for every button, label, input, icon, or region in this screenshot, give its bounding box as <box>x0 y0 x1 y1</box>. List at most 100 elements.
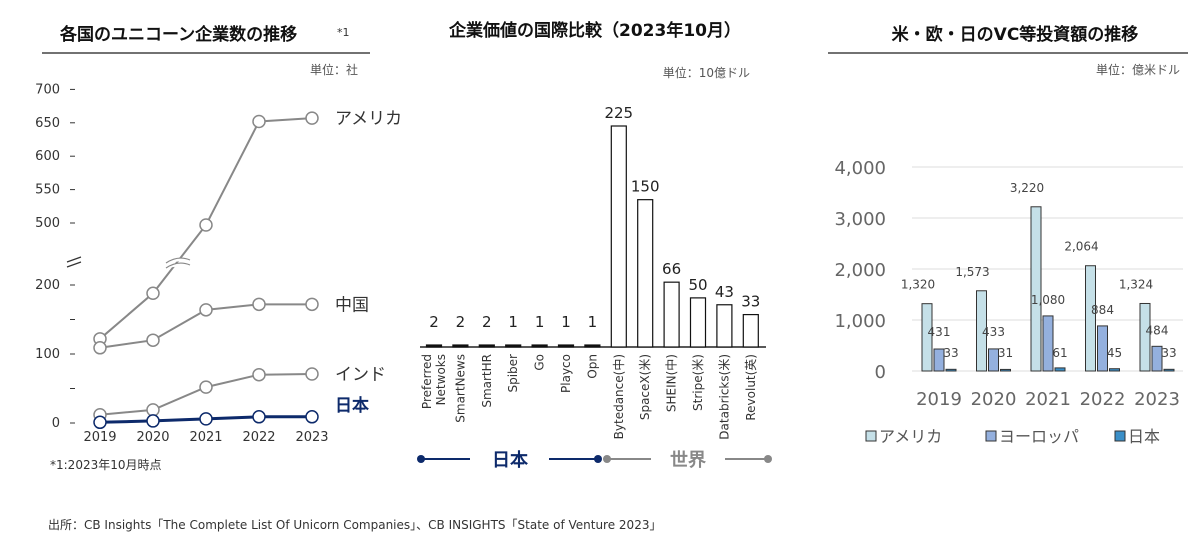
category-label: Playco <box>559 354 573 393</box>
bar-0 <box>1030 206 1042 372</box>
data-label: 884 <box>1091 303 1114 317</box>
data-point <box>146 414 160 428</box>
data-point <box>252 410 266 424</box>
data-label: 150 <box>631 178 660 196</box>
y-tick-label: 4,000 <box>834 158 886 179</box>
x-tick-label: 2021 <box>189 430 222 445</box>
x-tick-label: 2020 <box>136 430 169 445</box>
x-tick-label: 2019 <box>83 430 116 445</box>
data-label: 31 <box>998 346 1013 360</box>
data-point <box>146 333 160 347</box>
data-label: 484 <box>1146 323 1169 337</box>
legend-label: ヨーロッパ <box>999 427 1079 446</box>
category-label: Opn <box>585 354 599 379</box>
data-label: 433 <box>982 325 1005 339</box>
category-label: SmartNews <box>453 354 467 423</box>
line-break-icon <box>165 257 191 269</box>
x-tick-label: 2021 <box>1025 389 1071 410</box>
data-label: 1 <box>561 313 571 331</box>
legend-dot <box>764 455 772 463</box>
category-label: Revolut(英) <box>744 354 758 421</box>
data-label: 2 <box>456 313 466 331</box>
data-point <box>199 412 213 426</box>
bar <box>716 304 733 348</box>
y-tick-label: 650 <box>35 116 60 131</box>
x-tick-label: 2023 <box>1134 389 1180 410</box>
y-tick-label: 600 <box>35 149 60 164</box>
data-label: 2,064 <box>1064 240 1098 254</box>
chart2-title: 企業価値の国際比較（2023年10月） <box>448 20 741 41</box>
bar-2 <box>1054 367 1066 372</box>
legend-swatch <box>1114 430 1126 442</box>
bar <box>637 199 654 348</box>
y-tick-label: 550 <box>35 183 60 198</box>
legend-dot <box>417 455 425 463</box>
chart1-footnote: *1:2023年10月時点 <box>50 458 162 472</box>
data-point <box>305 410 319 424</box>
legend-world: 世界 <box>670 450 706 471</box>
bar-0 <box>976 290 987 372</box>
data-label: 33 <box>1161 346 1176 360</box>
chart-vc-investment: 米・欧・日のVC等投資額の推移 単位：億米ドル 0 1,000 2,000 3,000… <box>828 24 1188 446</box>
data-point <box>199 303 213 317</box>
bar <box>505 344 522 348</box>
source-note: 出所：CB Insights「The Complete List Of Unic… <box>48 518 661 532</box>
bar <box>452 344 469 348</box>
data-label: 61 <box>1052 346 1067 360</box>
bar <box>584 344 601 348</box>
bar-2 <box>1000 368 1011 372</box>
bar-0 <box>1139 302 1151 372</box>
y-tick-label: 100 <box>35 347 60 362</box>
chart-valuation: 企業価値の国際比較（2023年10月） 単位：10億ドル 2 Preferred N… <box>417 20 772 471</box>
bar-2 <box>1109 368 1120 372</box>
category-label: Preferred <box>420 354 434 409</box>
data-label: 33 <box>943 346 958 360</box>
data-point <box>146 286 160 301</box>
bar <box>663 281 680 348</box>
data-point <box>305 367 319 381</box>
bar-1 <box>988 348 999 372</box>
data-point <box>199 218 213 232</box>
legend-label: アメリカ <box>879 427 942 446</box>
data-point <box>305 297 319 312</box>
chart3-unit: 単位：億米ドル <box>1096 62 1180 77</box>
x-tick-label: 2022 <box>242 430 275 445</box>
series-line-2 <box>99 373 313 416</box>
bar <box>557 344 575 348</box>
bar-2 <box>945 368 957 372</box>
category-label: SmartHR <box>480 354 494 408</box>
data-label: 1 <box>588 313 598 331</box>
category-label: Netwoks <box>434 354 448 405</box>
series-label: アメリカ <box>335 109 402 129</box>
series-label: 中国 <box>335 295 369 315</box>
category-label: SpaceX(米) <box>638 354 652 420</box>
bar <box>689 297 707 348</box>
data-label: 1,573 <box>955 265 989 279</box>
legend-swatch <box>985 430 997 442</box>
data-label: 50 <box>688 276 707 294</box>
bar-0 <box>921 303 933 372</box>
bar <box>742 313 759 348</box>
x-tick-label: 2022 <box>1080 389 1126 410</box>
data-label: 225 <box>604 104 633 122</box>
data-label: 1 <box>535 313 545 331</box>
bar-1 <box>1042 315 1054 372</box>
data-label: 33 <box>741 293 760 311</box>
bar-1 <box>1097 325 1108 372</box>
data-point <box>252 114 266 129</box>
chart1-unit: 単位：社 <box>310 62 358 77</box>
chart2-unit: 単位：10億ドル <box>663 65 750 80</box>
data-label: 1,080 <box>1031 293 1065 307</box>
y-tick-label: 0 <box>52 416 60 431</box>
data-label: 2 <box>429 313 439 331</box>
y-tick-label: 3,000 <box>834 209 886 230</box>
legend-japan: 日本 <box>492 449 528 471</box>
data-label: 1 <box>508 313 518 331</box>
category-label: Stripe(米) <box>691 354 705 411</box>
y-tick-label: 700 <box>35 82 60 97</box>
bar <box>531 344 548 348</box>
chart1-title-note: *1 <box>337 26 350 39</box>
x-tick-label: 2023 <box>295 430 328 445</box>
data-point <box>252 367 266 382</box>
bar-2 <box>1163 368 1175 372</box>
